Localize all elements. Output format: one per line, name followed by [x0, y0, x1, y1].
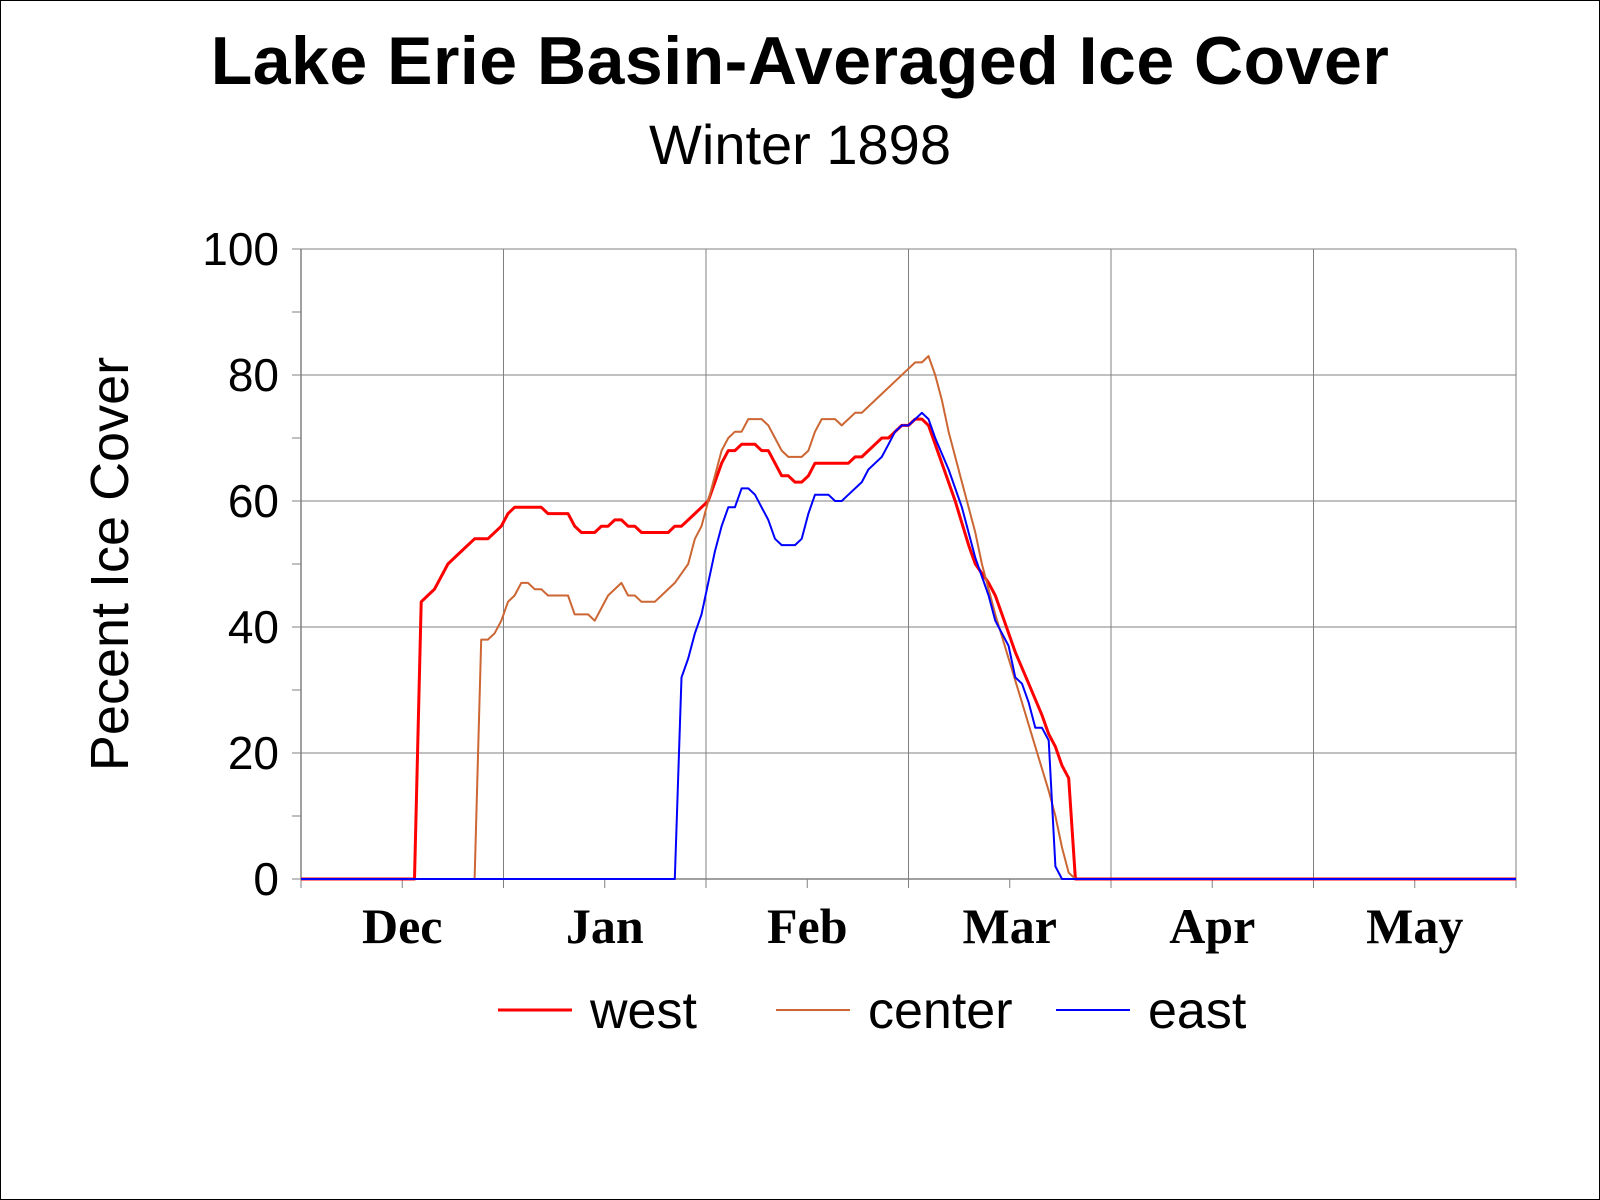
chart-subtitle: Winter 1898 — [649, 113, 951, 176]
chart-title: Lake Erie Basin-Averaged Ice Cover — [210, 23, 1390, 99]
axes: 0 20 40 60 80 100 Dec Jan Feb Mar Apr May Pecent Ice… — [80, 223, 1517, 954]
legend-label-east: east — [1148, 982, 1247, 1040]
y-tick-label: 20 — [228, 727, 279, 779]
legend-label-center: center — [868, 982, 1013, 1040]
x-tick-label: Feb — [767, 898, 848, 954]
x-tick-label: Dec — [362, 898, 443, 954]
series-line-west — [301, 417, 1516, 881]
y-tick-label: 80 — [228, 349, 279, 401]
series-line-east — [301, 411, 1516, 880]
y-tick-label: 100 — [202, 223, 279, 275]
series-line-center — [301, 355, 1516, 880]
x-tick-label: Mar — [963, 898, 1057, 954]
y-tick-label: 40 — [228, 601, 279, 653]
legend-label-west: west — [589, 982, 697, 1040]
gridlines — [301, 249, 1516, 879]
x-tick-label: Jan — [566, 898, 644, 954]
y-tick-label: 60 — [228, 475, 279, 527]
x-tick-label: May — [1366, 898, 1463, 954]
y-axis-label: Pecent Ice Cover — [80, 357, 140, 771]
legend: west center east — [498, 982, 1247, 1040]
x-tick-label: Apr — [1169, 898, 1255, 954]
series-lines — [301, 355, 1516, 881]
y-tick-label: 0 — [253, 853, 279, 905]
